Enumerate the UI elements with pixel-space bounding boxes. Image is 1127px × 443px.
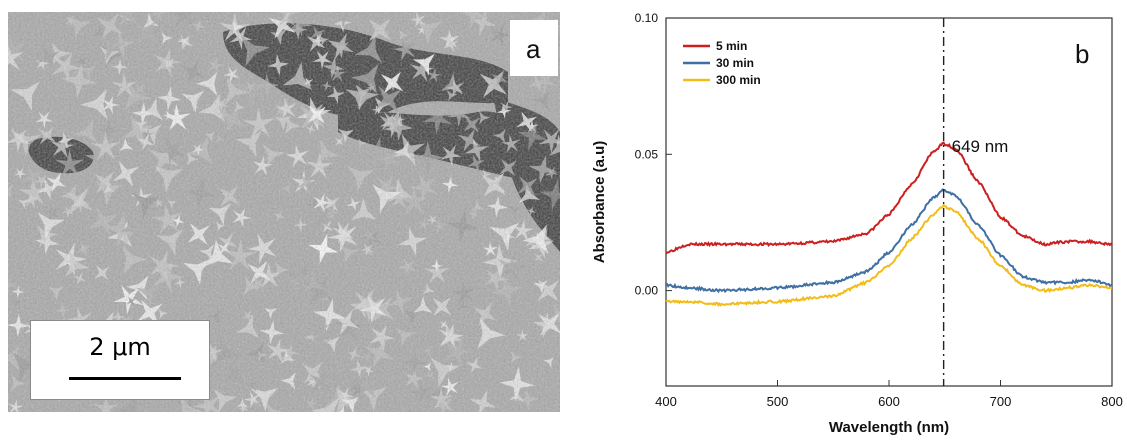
panel-b-label: b bbox=[1075, 39, 1089, 69]
sem-micrograph: a 2 μm bbox=[0, 0, 573, 429]
x-tick-label: 800 bbox=[1101, 394, 1123, 409]
sem-image bbox=[0, 0, 573, 429]
y-tick-label: 0.05 bbox=[635, 147, 659, 161]
y-tick-label: 0.00 bbox=[635, 284, 659, 298]
x-tick-label: 400 bbox=[655, 394, 677, 409]
scale-bar-line bbox=[69, 377, 181, 380]
series-layer bbox=[665, 141, 1113, 308]
series-line-30min bbox=[665, 188, 1113, 294]
x-tick-label: 600 bbox=[878, 394, 900, 409]
ticks-layer: 400 500 600 700 800 0.00 0.05 0.10 bbox=[635, 11, 1123, 409]
panel-a-label: a bbox=[526, 34, 541, 64]
scale-bar-text: 2 μm bbox=[89, 333, 151, 361]
legend-label-300min: 300 min bbox=[716, 73, 761, 87]
panel-a-label-box: a bbox=[510, 20, 558, 76]
x-axis-label: Wavelength (nm) bbox=[829, 419, 949, 436]
legend-label-5min: 5 min bbox=[716, 39, 747, 53]
series-line-5min bbox=[665, 141, 1113, 255]
y-tick-label: 0.10 bbox=[635, 11, 659, 25]
x-tick-label: 500 bbox=[767, 394, 789, 409]
peak-annotation: 649 nm bbox=[952, 137, 1009, 156]
y-axis-label: Absorbance (a.u) bbox=[591, 141, 608, 264]
legend-label-30min: 30 min bbox=[716, 56, 754, 70]
series-line-300min bbox=[665, 203, 1113, 308]
x-tick-label: 700 bbox=[990, 394, 1012, 409]
absorbance-chart-panel: 400 500 600 700 800 0.00 0.05 0.10 649 nm b 5 m… bbox=[570, 0, 1127, 438]
legend: 5 min 30 min 300 min bbox=[683, 39, 761, 87]
scale-bar: 2 μm bbox=[30, 320, 210, 400]
absorbance-chart: 400 500 600 700 800 0.00 0.05 0.10 649 nm b 5 m… bbox=[591, 11, 1123, 436]
